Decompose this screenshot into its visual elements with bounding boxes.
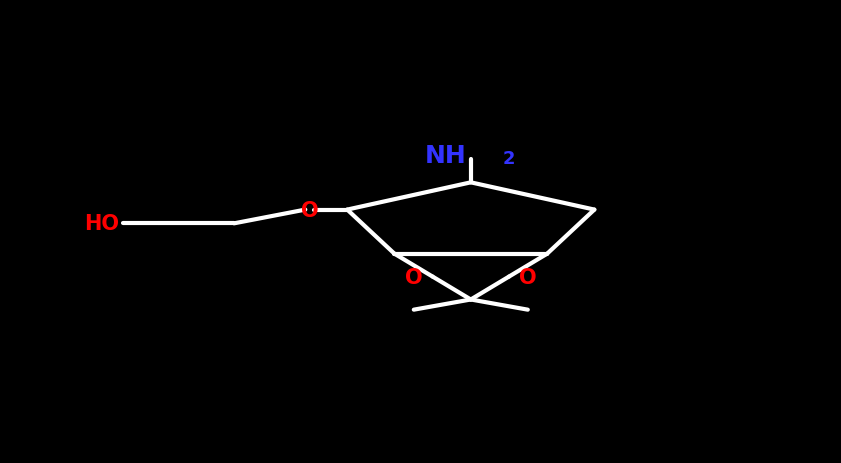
- Text: NH: NH: [425, 143, 467, 167]
- Text: 2: 2: [503, 150, 516, 168]
- Text: O: O: [519, 267, 537, 287]
- Text: O: O: [405, 267, 423, 287]
- Text: O: O: [301, 200, 319, 220]
- Text: HO: HO: [84, 214, 119, 234]
